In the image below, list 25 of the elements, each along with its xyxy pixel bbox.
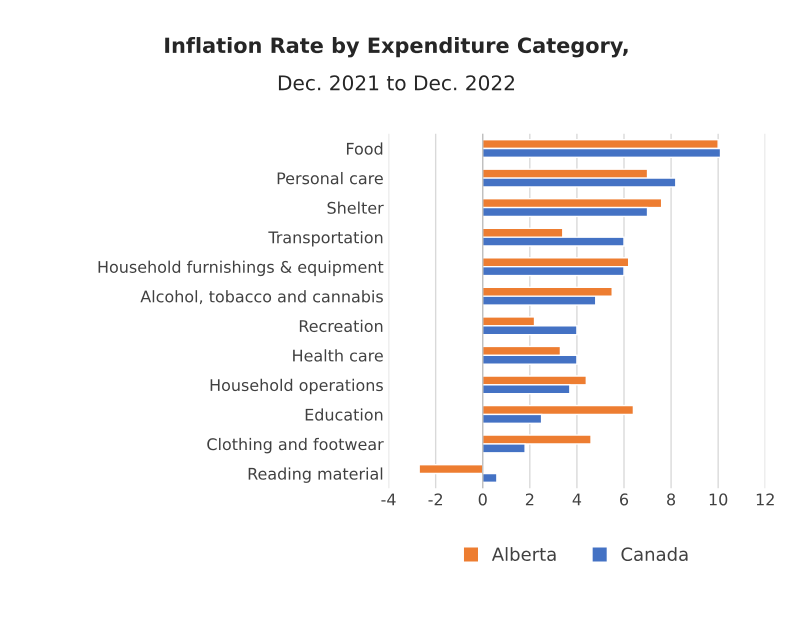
y-tick-label: Household furnishings & equipment (98, 260, 384, 276)
chart-title: Inflation Rate by Expenditure Category, (165, 37, 628, 58)
y-tick-label: Reading material (248, 467, 382, 483)
y-tick-label: Alcohol, tobacco and cannabis (140, 290, 383, 304)
y-tick-label: Personal care (278, 172, 383, 184)
x-tick-label: 12 (756, 493, 774, 506)
x-tick-label: -4 (381, 494, 396, 506)
y-tick-label: Household operations (210, 378, 383, 394)
x-tick-label: 6 (620, 493, 628, 506)
chart-subtitle: Dec. 2021 to Dec. 2022 (278, 75, 514, 90)
y-tick-label: Education (306, 408, 382, 421)
y-tick-label: Recreation (300, 320, 382, 332)
legend-label: Canada (621, 547, 688, 562)
y-tick-label: Transportation (268, 231, 382, 247)
legend-label: Alberta (492, 547, 556, 562)
x-tick-label: 10 (710, 493, 728, 506)
x-tick-label: -2 (428, 493, 442, 506)
y-tick-label: Shelter (328, 202, 384, 214)
x-tick-label: 4 (572, 494, 582, 506)
x-tick-label: 2 (526, 493, 534, 506)
x-tick-label: 8 (667, 493, 676, 506)
y-tick-label: Clothing and footwear (207, 438, 384, 454)
y-tick-label: Food (346, 142, 382, 155)
x-tick-label: 0 (478, 493, 487, 506)
y-tick-label: Health care (293, 349, 383, 362)
